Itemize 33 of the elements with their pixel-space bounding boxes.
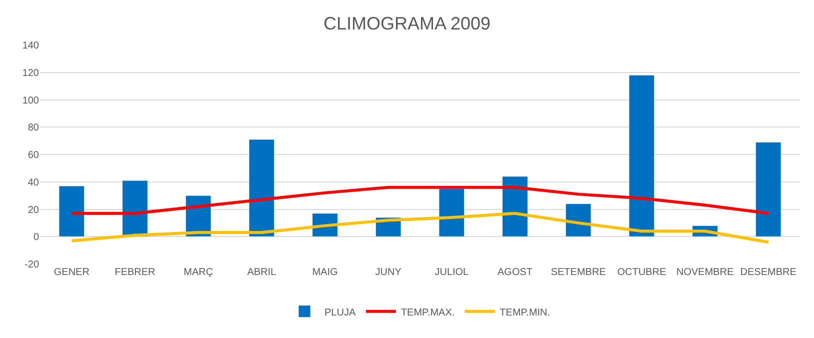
- x-tick-label: OCTUBRE: [617, 267, 666, 278]
- y-tick-label: 80: [28, 122, 40, 134]
- y-tick-label: 0: [33, 232, 40, 244]
- chart-title: CLIMOGRAMA 2009: [323, 14, 491, 34]
- bar: [628, 74, 655, 237]
- bar: [565, 204, 592, 237]
- y-tick-label: -20: [24, 260, 40, 270]
- x-tick-label: MAIG: [312, 267, 338, 278]
- bar: [755, 142, 782, 237]
- x-tick-label: JULIOL: [434, 267, 470, 278]
- y-tick-label: 20: [28, 204, 40, 216]
- x-tick-label: FEBRER: [114, 267, 156, 278]
- bar: [248, 139, 275, 237]
- x-tick-label: SETEMBRE: [550, 267, 606, 278]
- bar: [58, 186, 85, 237]
- line-series: [70, 186, 770, 215]
- y-tick-label: 100: [22, 95, 40, 106]
- line-series: [70, 212, 770, 244]
- y-tick-label: 60: [28, 150, 40, 161]
- x-tick-label: AGOST: [497, 267, 533, 278]
- y-tick-label: 140: [22, 40, 40, 52]
- x-tick-label: MARÇ: [184, 267, 214, 278]
- legend-label: PLUJA: [324, 307, 356, 318]
- x-tick-label: JUNY: [375, 267, 402, 278]
- x-tick-label: DESEMBRE: [740, 267, 797, 278]
- y-tick-label: 120: [22, 68, 40, 79]
- x-tick-label: GENER: [54, 267, 90, 278]
- bar: [438, 188, 465, 237]
- x-tick-label: ABRIL: [247, 267, 277, 278]
- legend-label: TEMP.MAX.: [400, 307, 455, 318]
- legend-label: TEMP.MIN.: [500, 307, 550, 318]
- x-tick-label: NOVEMBRE: [676, 267, 734, 278]
- y-tick-label: 40: [28, 177, 40, 188]
